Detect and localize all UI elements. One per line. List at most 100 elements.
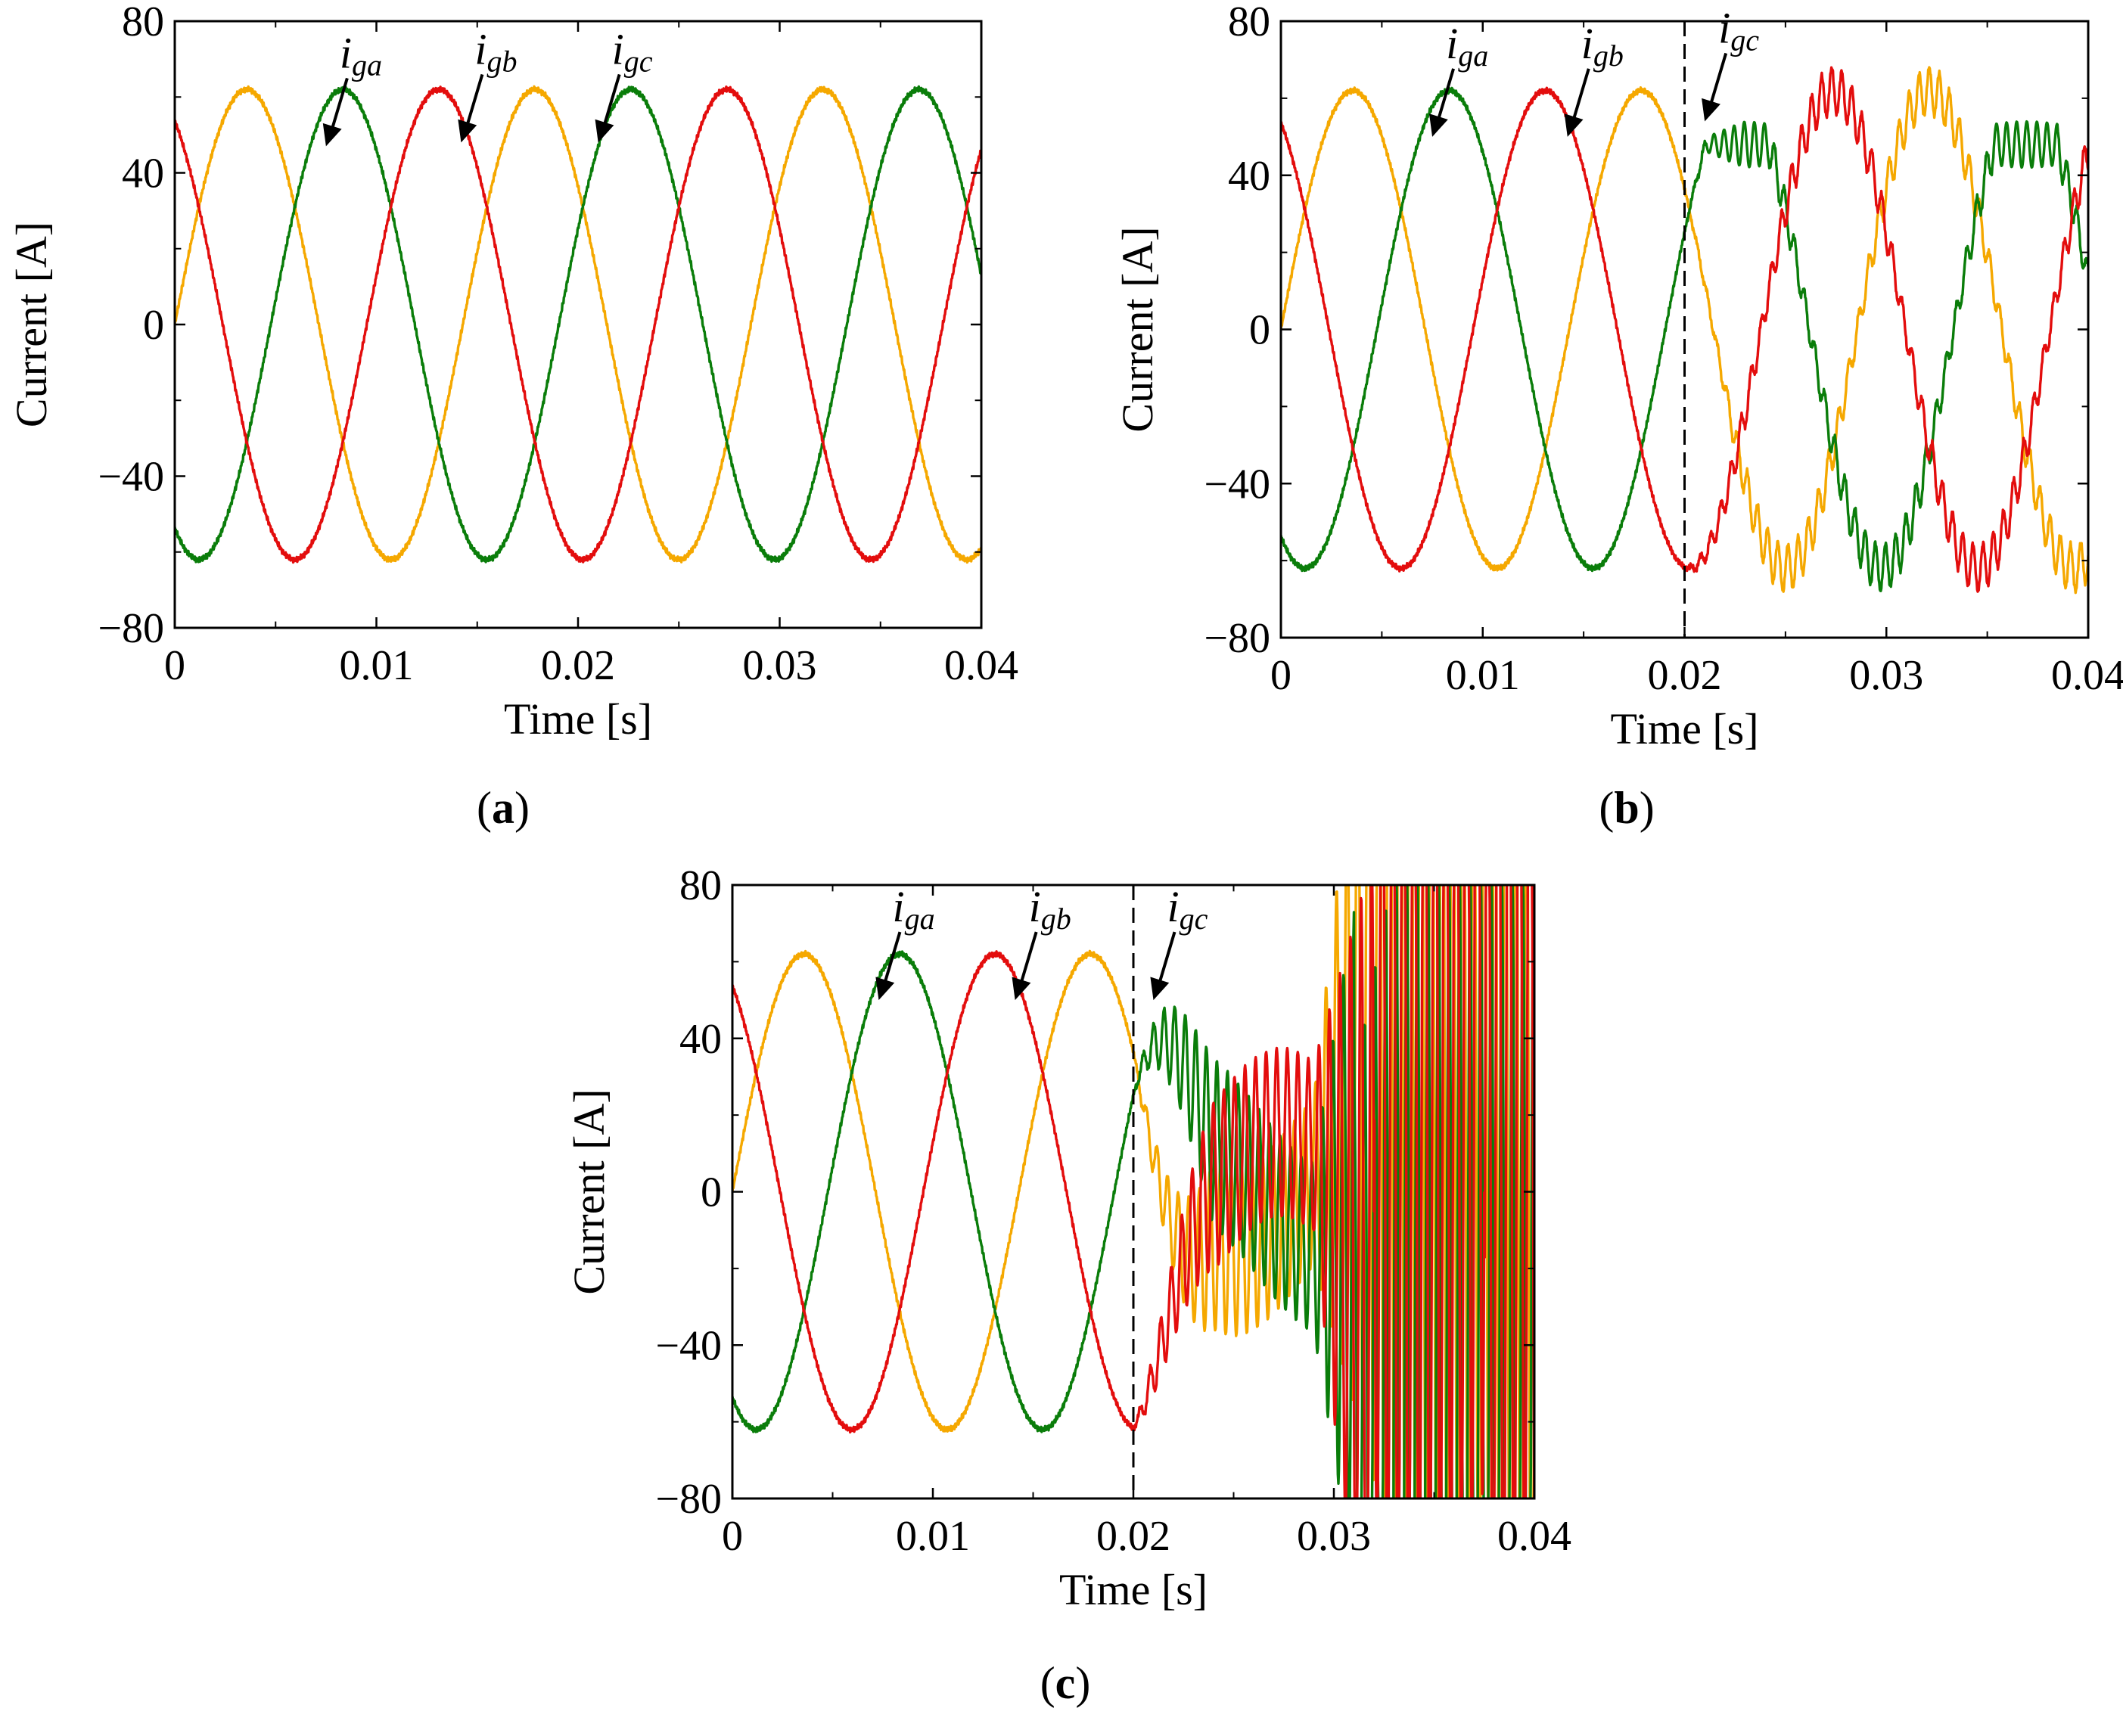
panel-label-close: ) [514,783,530,833]
chart-panel-b: 0 0.01 0.02 0.03 0.04 −80 −40 0 40 80 Time [s] Curr… [1113,0,2123,833]
series-label-base: i [612,24,624,73]
y-tick-label: 40 [1228,153,1270,200]
panel-label-letter: a [492,783,514,833]
series-line-igc [732,885,1534,1498]
series-label-sub1: g [487,44,502,78]
series-label-igc: igc [1718,3,1759,57]
series-label-igc: igc [1167,882,1208,936]
series-label-igb: igb [1029,882,1071,936]
y-tick-label: −40 [655,1322,722,1369]
x-tick-label: 0.04 [944,642,1018,689]
y-tick-label: 80 [1228,0,1270,45]
annotation-arrow-shaft [1435,68,1455,126]
series-label-sub2: a [920,902,935,936]
series-label-base: i [474,24,486,73]
x-tick-label: 0.02 [1648,652,1722,699]
y-tick-label: −80 [1204,615,1270,662]
annotation-arrow-shaft [1708,52,1728,110]
series-label-sub1: g [1041,902,1056,936]
y-tick-label: −80 [655,1476,722,1523]
annotation-arrow-head [1428,113,1448,137]
x-tick-label: 0.04 [2051,652,2123,699]
series-label-igb: igb [474,24,517,78]
series-label-sub2: c [639,44,653,78]
panel-label-letter: c [1055,1658,1076,1708]
panel-label: (c) [1040,1658,1091,1708]
series-label-sub2: c [1745,23,1759,57]
annotation-arrow-shaft [1156,931,1177,989]
y-tick-label: 0 [1249,307,1270,354]
x-tick-label: 0.01 [1446,652,1520,699]
y-tick-label: 40 [679,1016,722,1063]
series-label-sub1: g [352,48,367,82]
x-tick-label: 0.03 [1849,652,1923,699]
panel-label-letter: b [1614,783,1639,833]
series-label-sub2: a [367,48,382,82]
plot-frame [173,20,983,629]
y-tick-label: 0 [701,1169,722,1216]
y-tick-label: 40 [122,151,164,197]
series-label-base: i [1718,3,1730,52]
x-tick-label: 0 [722,1513,743,1560]
series-label-base: i [1167,882,1180,931]
panel-label: (a) [477,783,530,833]
series-line-igb [175,85,981,564]
annotation-arrow-head [1150,977,1170,1001]
x-tick-label: 0.01 [340,642,414,689]
x-tick-label: 0.01 [896,1513,970,1560]
annotation-arrow-shaft [328,77,349,135]
panel-label-close: ) [1075,1658,1090,1708]
x-axis-title: Time [s] [1059,1565,1208,1614]
y-tick-label: 0 [143,302,164,349]
series-label-base: i [1581,19,1593,68]
series-label-sub2: b [1609,39,1624,73]
y-tick-label: −40 [98,454,164,501]
series-label-base: i [892,882,904,931]
x-tick-label: 0.04 [1497,1513,1571,1560]
x-axis-title: Time [s] [1610,704,1758,753]
series-label-base: i [1029,882,1041,931]
panel-label-open: ( [1040,1658,1055,1708]
annotation-arrow-head [1702,98,1720,122]
series-group [175,85,981,564]
series-label-sub1: g [1180,902,1195,936]
series-label-sub1: g [624,44,639,78]
y-axis-title: Current [A] [1113,226,1162,432]
series-label-sub2: c [1195,902,1208,936]
series-label-sub1: g [1730,23,1745,57]
y-axis-title: Current [A] [7,222,56,427]
annotation-arrow-head [1012,977,1031,1001]
x-tick-label: 0 [1270,652,1292,699]
series-label-sub2: b [502,44,518,78]
series-label-igb: igb [1581,19,1624,73]
x-tick-label: 0.03 [1297,1513,1371,1560]
chart-panel-a: 0 0.01 0.02 0.03 0.04 −80 −40 0 40 80 Time [s] Curr… [7,0,1018,833]
annotation-arrow-head [322,123,342,147]
series-label-iga: iga [340,28,382,82]
annotation-arrow-head [458,119,477,143]
x-tick-label: 0 [164,642,185,689]
annotation-arrow-shaft [1570,68,1590,126]
annotation-arrow-shaft [1018,931,1038,989]
x-axis-title: Time [s] [504,694,652,744]
series-line-iga [175,85,981,564]
series-label-iga: iga [1446,19,1488,73]
series-label-base: i [1446,19,1458,68]
series-label-sub1: g [905,902,920,936]
annotation-arrow-head [875,977,895,1001]
y-tick-label: −40 [1204,461,1270,508]
series-label-sub1: g [1593,39,1609,73]
series-label-sub1: g [1458,39,1473,73]
series-label-base: i [340,28,352,77]
y-axis-title: Current [A] [564,1088,614,1294]
panel-label: (b) [1599,783,1654,833]
panel-label-close: ) [1640,783,1655,833]
annotation-arrow-shaft [601,73,621,131]
series-label-iga: iga [892,882,934,936]
series-label-sub2: b [1056,902,1071,936]
series-line-igc [175,85,981,564]
x-tick-label: 0.02 [1096,1513,1170,1560]
panel-label-open: ( [1599,783,1614,833]
y-tick-label: −80 [98,605,164,652]
